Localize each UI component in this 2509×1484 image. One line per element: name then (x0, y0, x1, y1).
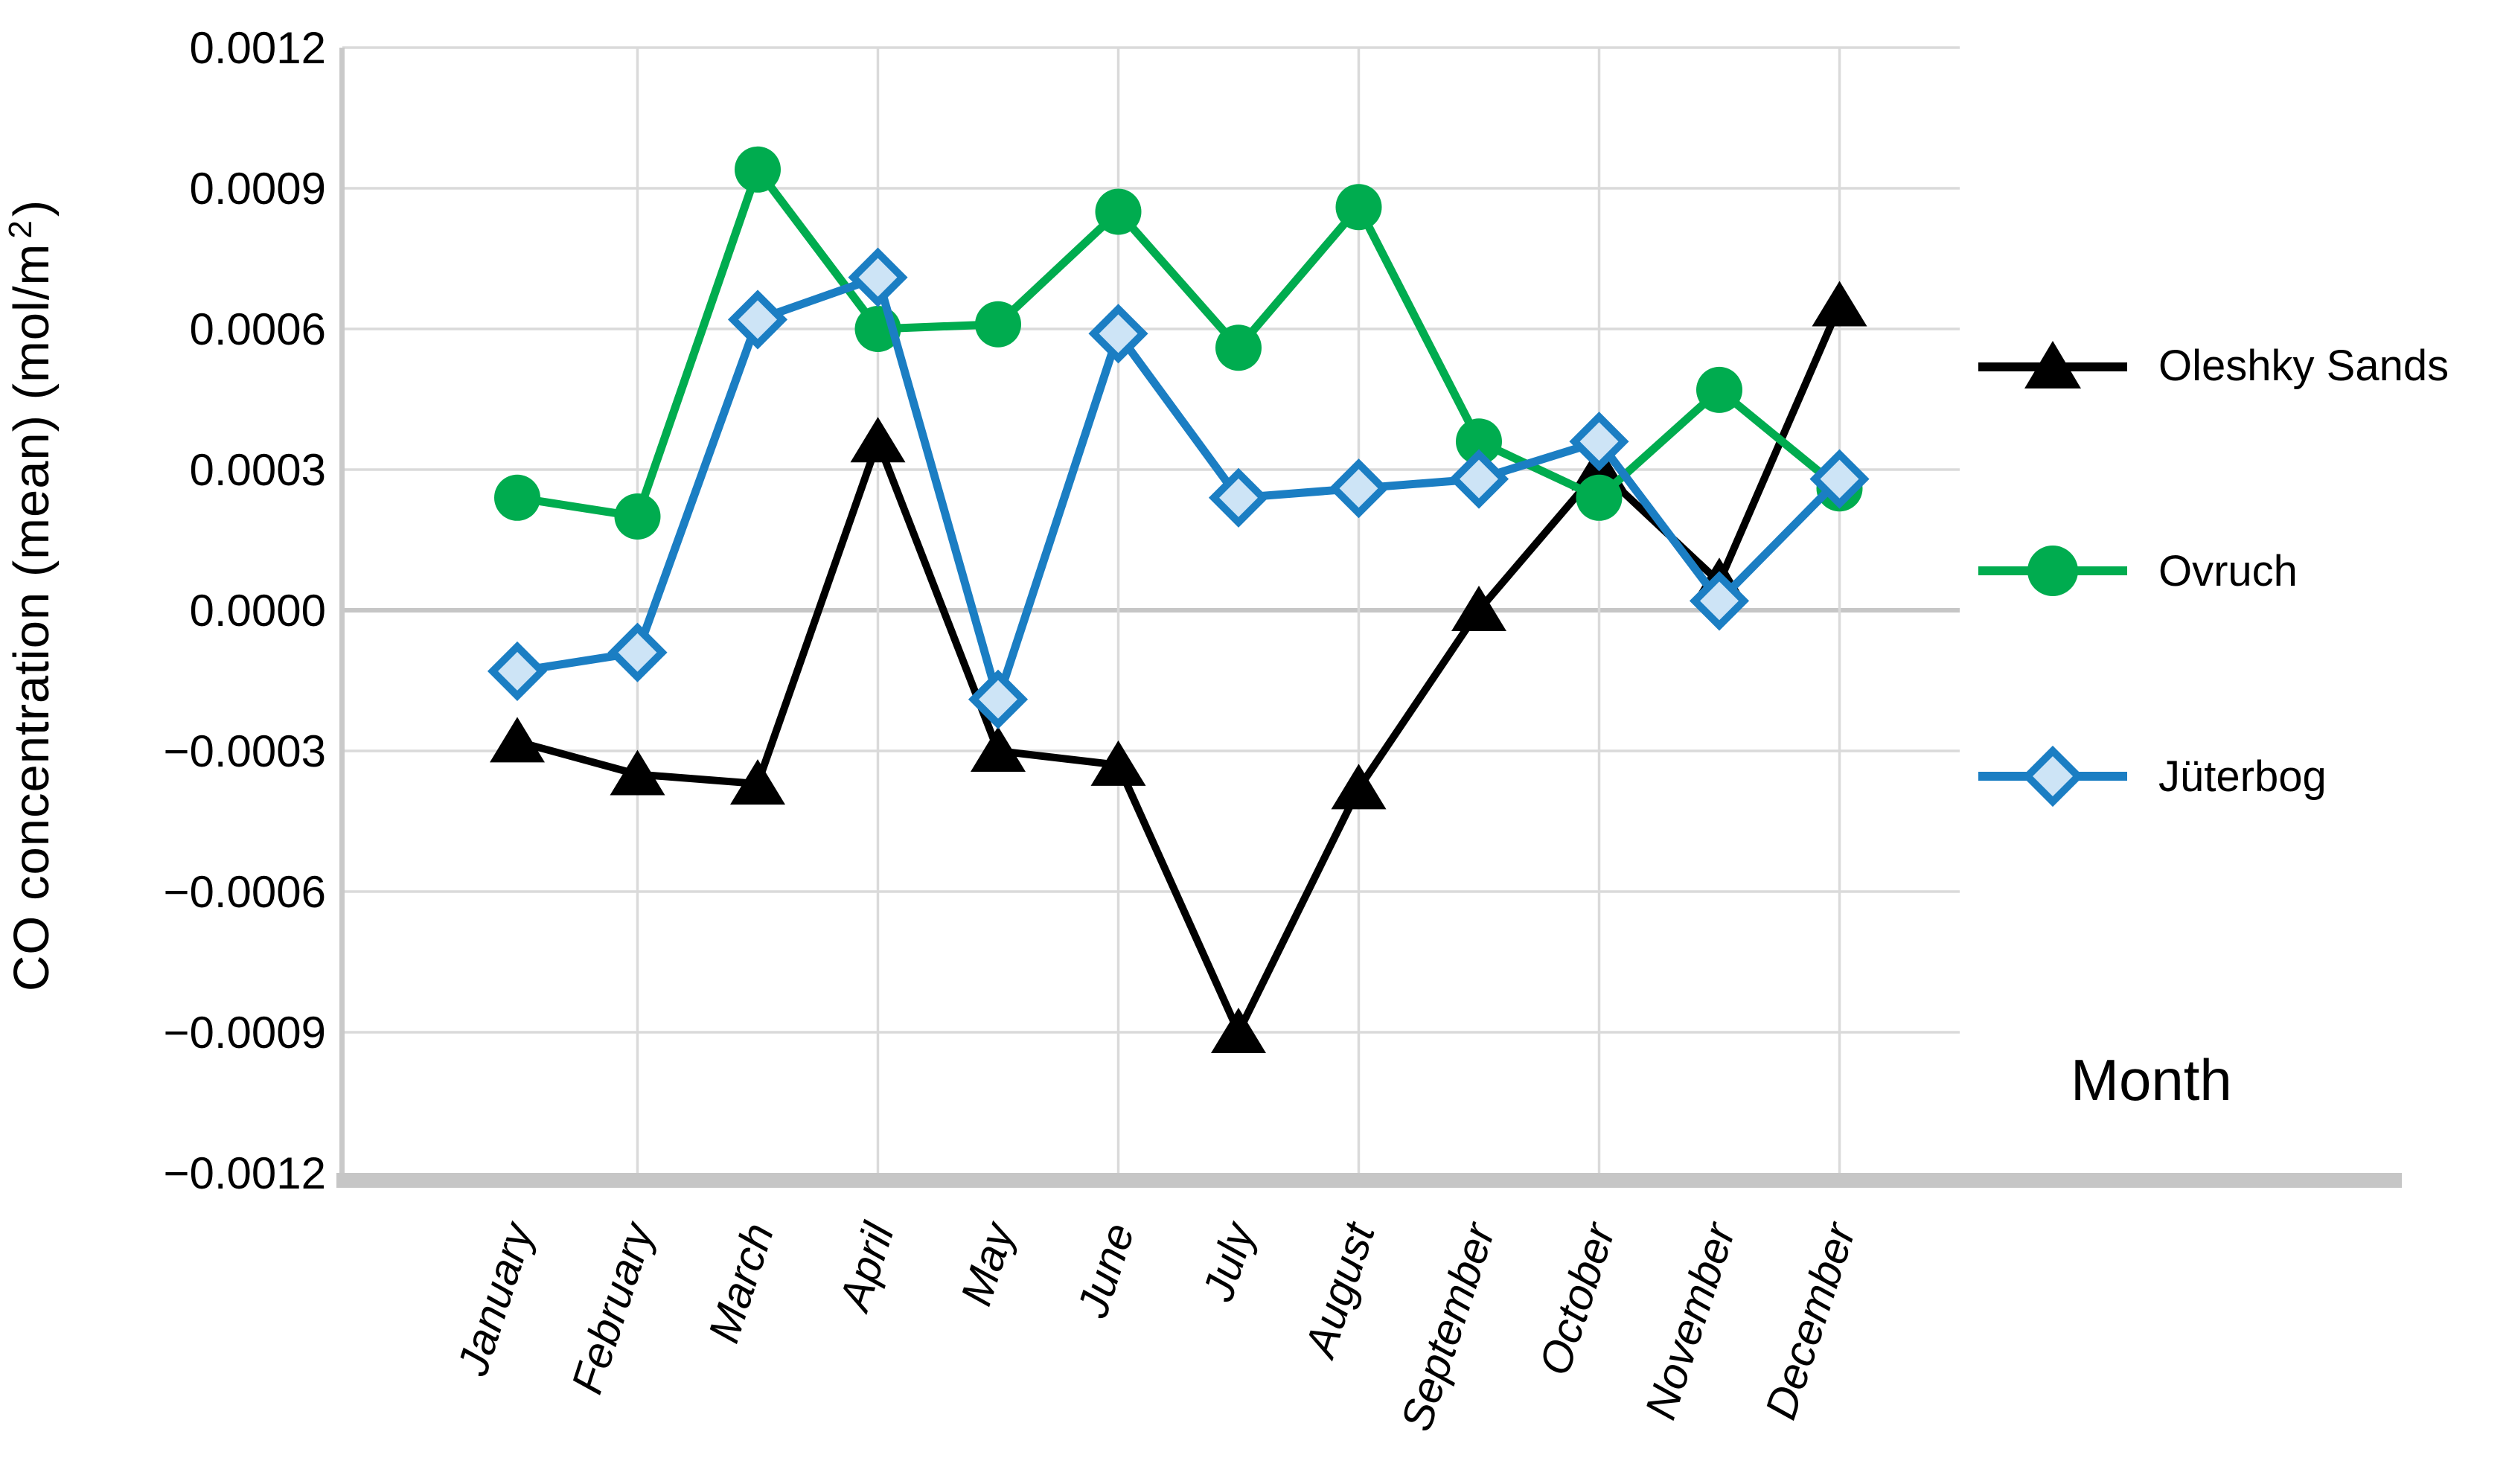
data-point-circle (614, 493, 661, 540)
data-point-diamond (1448, 449, 1509, 509)
y-tick-label: −0.0009 (163, 1008, 326, 1058)
month-label: February (562, 1215, 664, 1399)
data-point-triangle (971, 726, 1026, 772)
month-label: October (1530, 1215, 1625, 1381)
y-tick-label: 0.0012 (189, 23, 326, 73)
data-point-triangle (610, 749, 665, 796)
data-point-circle (1696, 366, 1742, 413)
month-label: November (1635, 1215, 1745, 1424)
data-point-diamond (848, 247, 908, 307)
data-point-diamond (968, 669, 1029, 729)
data-point-circle (1335, 184, 1382, 231)
data-point-circle (1215, 324, 1262, 371)
y-axis-title-close: ) (4, 199, 60, 217)
y-tick-label: 0.0006 (189, 304, 326, 354)
horizontal-gridlines (342, 46, 1960, 1034)
y-tick-label: −0.0003 (163, 726, 326, 776)
month-label: September (1391, 1215, 1505, 1436)
data-point-diamond (1809, 449, 1870, 509)
data-point-circle (494, 474, 540, 521)
data-point-triangle (1090, 740, 1146, 786)
y-axis-title-superscript: 2 (1, 220, 39, 239)
month-label: December (1756, 1215, 1866, 1424)
data-point-circle (1456, 418, 1502, 465)
series-line (517, 165, 1842, 521)
x-axis-line (336, 1173, 2402, 1188)
legend-item-juterbog: Jüterbog (1974, 735, 2449, 817)
series-ovruch (494, 146, 1863, 540)
month-label: June (1067, 1218, 1144, 1324)
month-label: January (447, 1215, 543, 1381)
data-point-diamond (1569, 412, 1629, 472)
data-point-triangle (730, 759, 785, 805)
y-axis-title-text: CO concentration (mean) (mol/m (4, 243, 60, 992)
data-point-diamond (607, 622, 668, 682)
legend-line-circle-icon (1978, 546, 2127, 596)
x-tick-labels: January February March April May June July Augu… (447, 1215, 1865, 1436)
data-point-circle (735, 146, 781, 193)
data-point-diamond (1208, 467, 1269, 528)
legend-line-diamond-icon (1978, 745, 2127, 807)
legend-item-ovruch: Ovruch (1974, 530, 2449, 612)
series-jüterbog (487, 247, 1870, 729)
legend-item-oleshky-sands: Oleshky Sands (1974, 324, 2449, 406)
y-axis-title: CO concentration (mean) (mol/m 2) (2, 199, 60, 991)
y-tick-label: 0.0009 (189, 164, 326, 214)
month-label: July (1193, 1215, 1265, 1307)
vertical-gridlines (636, 48, 1841, 1173)
month-label: May (951, 1215, 1024, 1311)
legend-label: Ovruch (2158, 546, 2298, 595)
series-line (517, 273, 1843, 704)
data-point-triangle (1211, 1008, 1266, 1053)
y-tick-labels: 0.0012 0.0009 0.0006 0.0003 0.0000 −0.0003 −0.… (163, 23, 326, 1198)
data-point-diamond (1088, 304, 1148, 364)
data-point-diamond (487, 641, 548, 701)
legend-line-triangle-icon (1978, 341, 2127, 388)
month-label: August (1294, 1215, 1384, 1364)
x-axis-title: Month (2071, 1047, 2232, 1113)
data-point-triangle (1812, 281, 1867, 327)
y-tick-label: −0.0012 (163, 1148, 326, 1198)
data-point-circle (1095, 188, 1142, 235)
data-point-diamond (1329, 458, 1389, 519)
data-point-circle (1576, 474, 1623, 521)
legend-label: Jüterbog (2158, 752, 2327, 801)
legend-label: Oleshky Sands (2158, 341, 2449, 390)
data-point-circle (975, 301, 1021, 348)
data-point-triangle (490, 717, 545, 763)
y-tick-label: −0.0006 (163, 867, 326, 917)
month-label: March (699, 1218, 783, 1349)
data-point-triangle (850, 417, 906, 463)
legend: Oleshky Sands Ovruch Jüterbog (1974, 324, 2449, 817)
y-axis-line (339, 48, 345, 1188)
data-point-triangle (1331, 764, 1387, 810)
data-point-diamond (1689, 571, 1750, 631)
data-point-triangle (1451, 586, 1506, 631)
y-tick-label: 0.0000 (189, 586, 326, 636)
data-point-diamond (727, 290, 788, 350)
y-tick-label: 0.0003 (189, 445, 326, 495)
month-label: April (829, 1216, 904, 1318)
series-oleshky-sands (490, 281, 1867, 1053)
